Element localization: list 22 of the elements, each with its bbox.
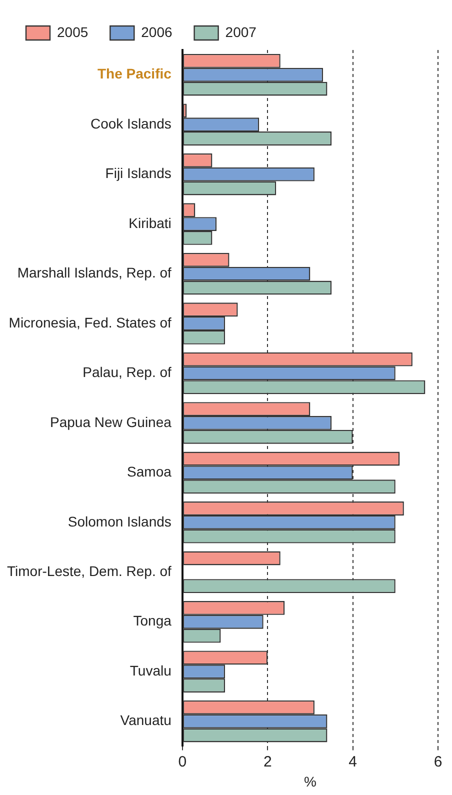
y-tick-label: Micronesia, Fed. States of	[8, 314, 172, 330]
y-tick-label: Cook Islands	[90, 115, 172, 132]
x-tick-label: 2	[263, 753, 272, 770]
legend-label: 2007	[225, 24, 257, 40]
y-tick-label: Palau, Rep. of	[82, 364, 172, 380]
y-tick-label: Papua New Guinea	[50, 414, 172, 430]
legend-label: 2006	[141, 24, 173, 40]
legend-label: 2005	[57, 24, 88, 40]
x-tick-label: 6	[434, 753, 442, 770]
y-tick-label: The Pacific	[97, 66, 172, 82]
y-tick-label: Solomon Islands	[68, 513, 172, 530]
x-tick-label: 0	[178, 753, 187, 770]
y-tick-label: Tonga	[133, 612, 172, 629]
y-tick-label: Vanuatu	[120, 712, 172, 728]
y-tick-label: Kiribati	[128, 214, 172, 231]
x-axis-title: %	[304, 773, 316, 790]
y-tick-label: Timor-Leste, Dem. Rep. of	[6, 563, 172, 580]
x-tick-label: 4	[348, 753, 357, 770]
y-tick-label: Fiji Islands	[105, 165, 172, 182]
y-tick-label: Marshall Islands, Rep. of	[17, 264, 172, 281]
y-tick-label: Tuvalu	[130, 662, 172, 678]
y-tick-label: Samoa	[127, 464, 172, 480]
